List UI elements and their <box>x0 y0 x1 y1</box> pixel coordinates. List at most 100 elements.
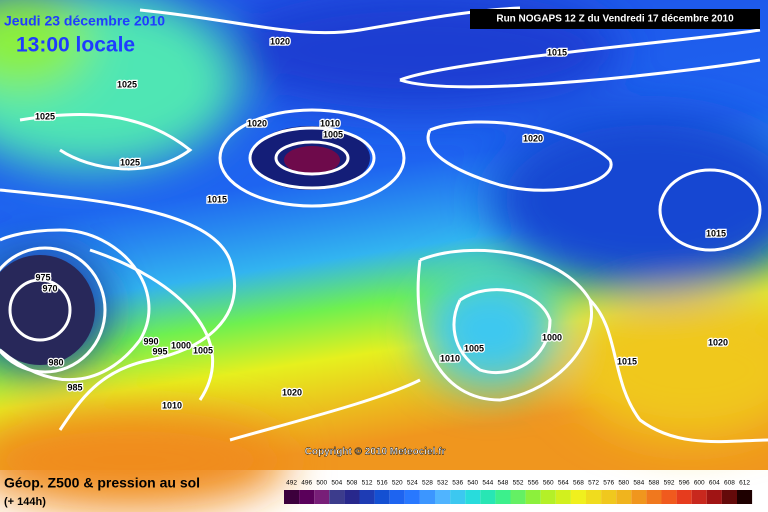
scale-swatch <box>389 490 405 504</box>
scale-swatch <box>601 490 617 504</box>
scale-label: 544 <box>482 480 493 487</box>
scale-label: 552 <box>513 480 524 487</box>
isobar-label: 1025 <box>35 111 55 121</box>
scale-swatch <box>299 490 315 504</box>
isobar-label: 1010 <box>440 353 460 363</box>
scale-swatch <box>495 490 511 504</box>
scale-label: 568 <box>573 480 584 487</box>
isobar-label: 1020 <box>708 337 728 347</box>
scale-swatch <box>616 490 632 504</box>
scale-swatch <box>691 490 707 504</box>
scale-swatch <box>661 490 677 504</box>
scale-swatch <box>480 490 496 504</box>
scale-swatch <box>676 490 692 504</box>
isobar-label: 980 <box>48 357 63 367</box>
isobar-label: 1020 <box>282 387 302 397</box>
scale-label: 500 <box>316 480 327 487</box>
scale-swatch <box>510 490 526 504</box>
scale-label: 572 <box>588 480 599 487</box>
scale-swatch <box>314 490 330 504</box>
isobars <box>0 6 768 444</box>
isobar-label: 1015 <box>706 228 726 238</box>
low-core <box>284 146 340 174</box>
scale-label: 560 <box>543 480 554 487</box>
scale-label: 492 <box>286 480 297 487</box>
isobar-label: 1025 <box>120 157 140 167</box>
isobar-label: 1015 <box>617 356 637 366</box>
scale-swatch <box>646 490 662 504</box>
isobar-label: 1005 <box>323 129 343 139</box>
isobar-label: 1000 <box>171 340 191 350</box>
isobar-label: 970 <box>42 283 57 293</box>
isobar-label: 1000 <box>542 332 562 342</box>
scale-swatch <box>465 490 481 504</box>
scale-label: 584 <box>633 480 644 487</box>
time: 13:00 locale <box>16 34 135 57</box>
isobar-label: 1005 <box>464 343 484 353</box>
isobar-label: 1010 <box>320 118 340 128</box>
scale-swatch <box>329 490 345 504</box>
scale-label: 528 <box>422 480 433 487</box>
date: Jeudi 23 décembre 2010 <box>4 13 165 29</box>
isobar-label: 1010 <box>162 400 182 410</box>
scale-label: 576 <box>603 480 614 487</box>
run-info: Run NOGAPS 12 Z du Vendredi 17 décembre … <box>496 14 734 25</box>
scale-swatch <box>706 490 722 504</box>
scale-swatch <box>737 490 753 504</box>
scale-swatch <box>555 490 571 504</box>
scale-label: 600 <box>694 480 705 487</box>
scale-label: 596 <box>679 480 690 487</box>
scale-label: 564 <box>558 480 569 487</box>
scale-swatch <box>540 490 556 504</box>
scale-swatch <box>721 490 737 504</box>
copyright: Copyright © 2010 Meteociel.fr <box>305 447 446 458</box>
scale-swatch <box>404 490 420 504</box>
scale-label: 508 <box>347 480 358 487</box>
scale-label: 588 <box>649 480 660 487</box>
scale-swatch <box>419 490 435 504</box>
scale-swatch <box>631 490 647 504</box>
scale-label: 512 <box>362 480 373 487</box>
scale-label: 548 <box>498 480 509 487</box>
scale-swatch <box>450 490 466 504</box>
isobar-label: 995 <box>152 346 167 356</box>
scale-swatch <box>284 490 300 504</box>
low-center <box>0 255 95 365</box>
scale-swatch <box>570 490 586 504</box>
scale-label: 520 <box>392 480 403 487</box>
isobar-label: 1015 <box>547 47 567 57</box>
scale-swatch <box>359 490 375 504</box>
isobar-label: 1025 <box>117 79 137 89</box>
scale-label: 580 <box>618 480 629 487</box>
scale-label: 540 <box>467 480 478 487</box>
scale-label: 556 <box>528 480 539 487</box>
scale-label: 524 <box>407 480 418 487</box>
isobar-label: 1020 <box>270 36 290 46</box>
isobar-label: 990 <box>143 336 158 346</box>
scale-label: 504 <box>331 480 342 487</box>
scale-swatch <box>374 490 390 504</box>
scale-swatch <box>435 490 451 504</box>
scale-label: 612 <box>739 480 750 487</box>
scale-label: 592 <box>664 480 675 487</box>
scale-label: 516 <box>377 480 388 487</box>
isobar-label: 975 <box>35 272 50 282</box>
isobar-label: 1005 <box>193 345 213 355</box>
scale-label: 496 <box>301 480 312 487</box>
isobar-label: 1020 <box>523 133 543 143</box>
isobar-label: 1015 <box>207 194 227 204</box>
scale-swatch <box>344 490 360 504</box>
scale-swatch <box>586 490 602 504</box>
scale-label: 532 <box>437 480 448 487</box>
footer-title: Géop. Z500 & pression au sol <box>4 475 200 491</box>
run-box <box>470 9 760 29</box>
isobar-label: 985 <box>67 382 82 392</box>
scale-label: 608 <box>724 480 735 487</box>
scale-swatch <box>525 490 541 504</box>
footer-lead: (+ 144h) <box>4 496 46 508</box>
isobar-label: 1020 <box>247 118 267 128</box>
scale-label: 536 <box>452 480 463 487</box>
